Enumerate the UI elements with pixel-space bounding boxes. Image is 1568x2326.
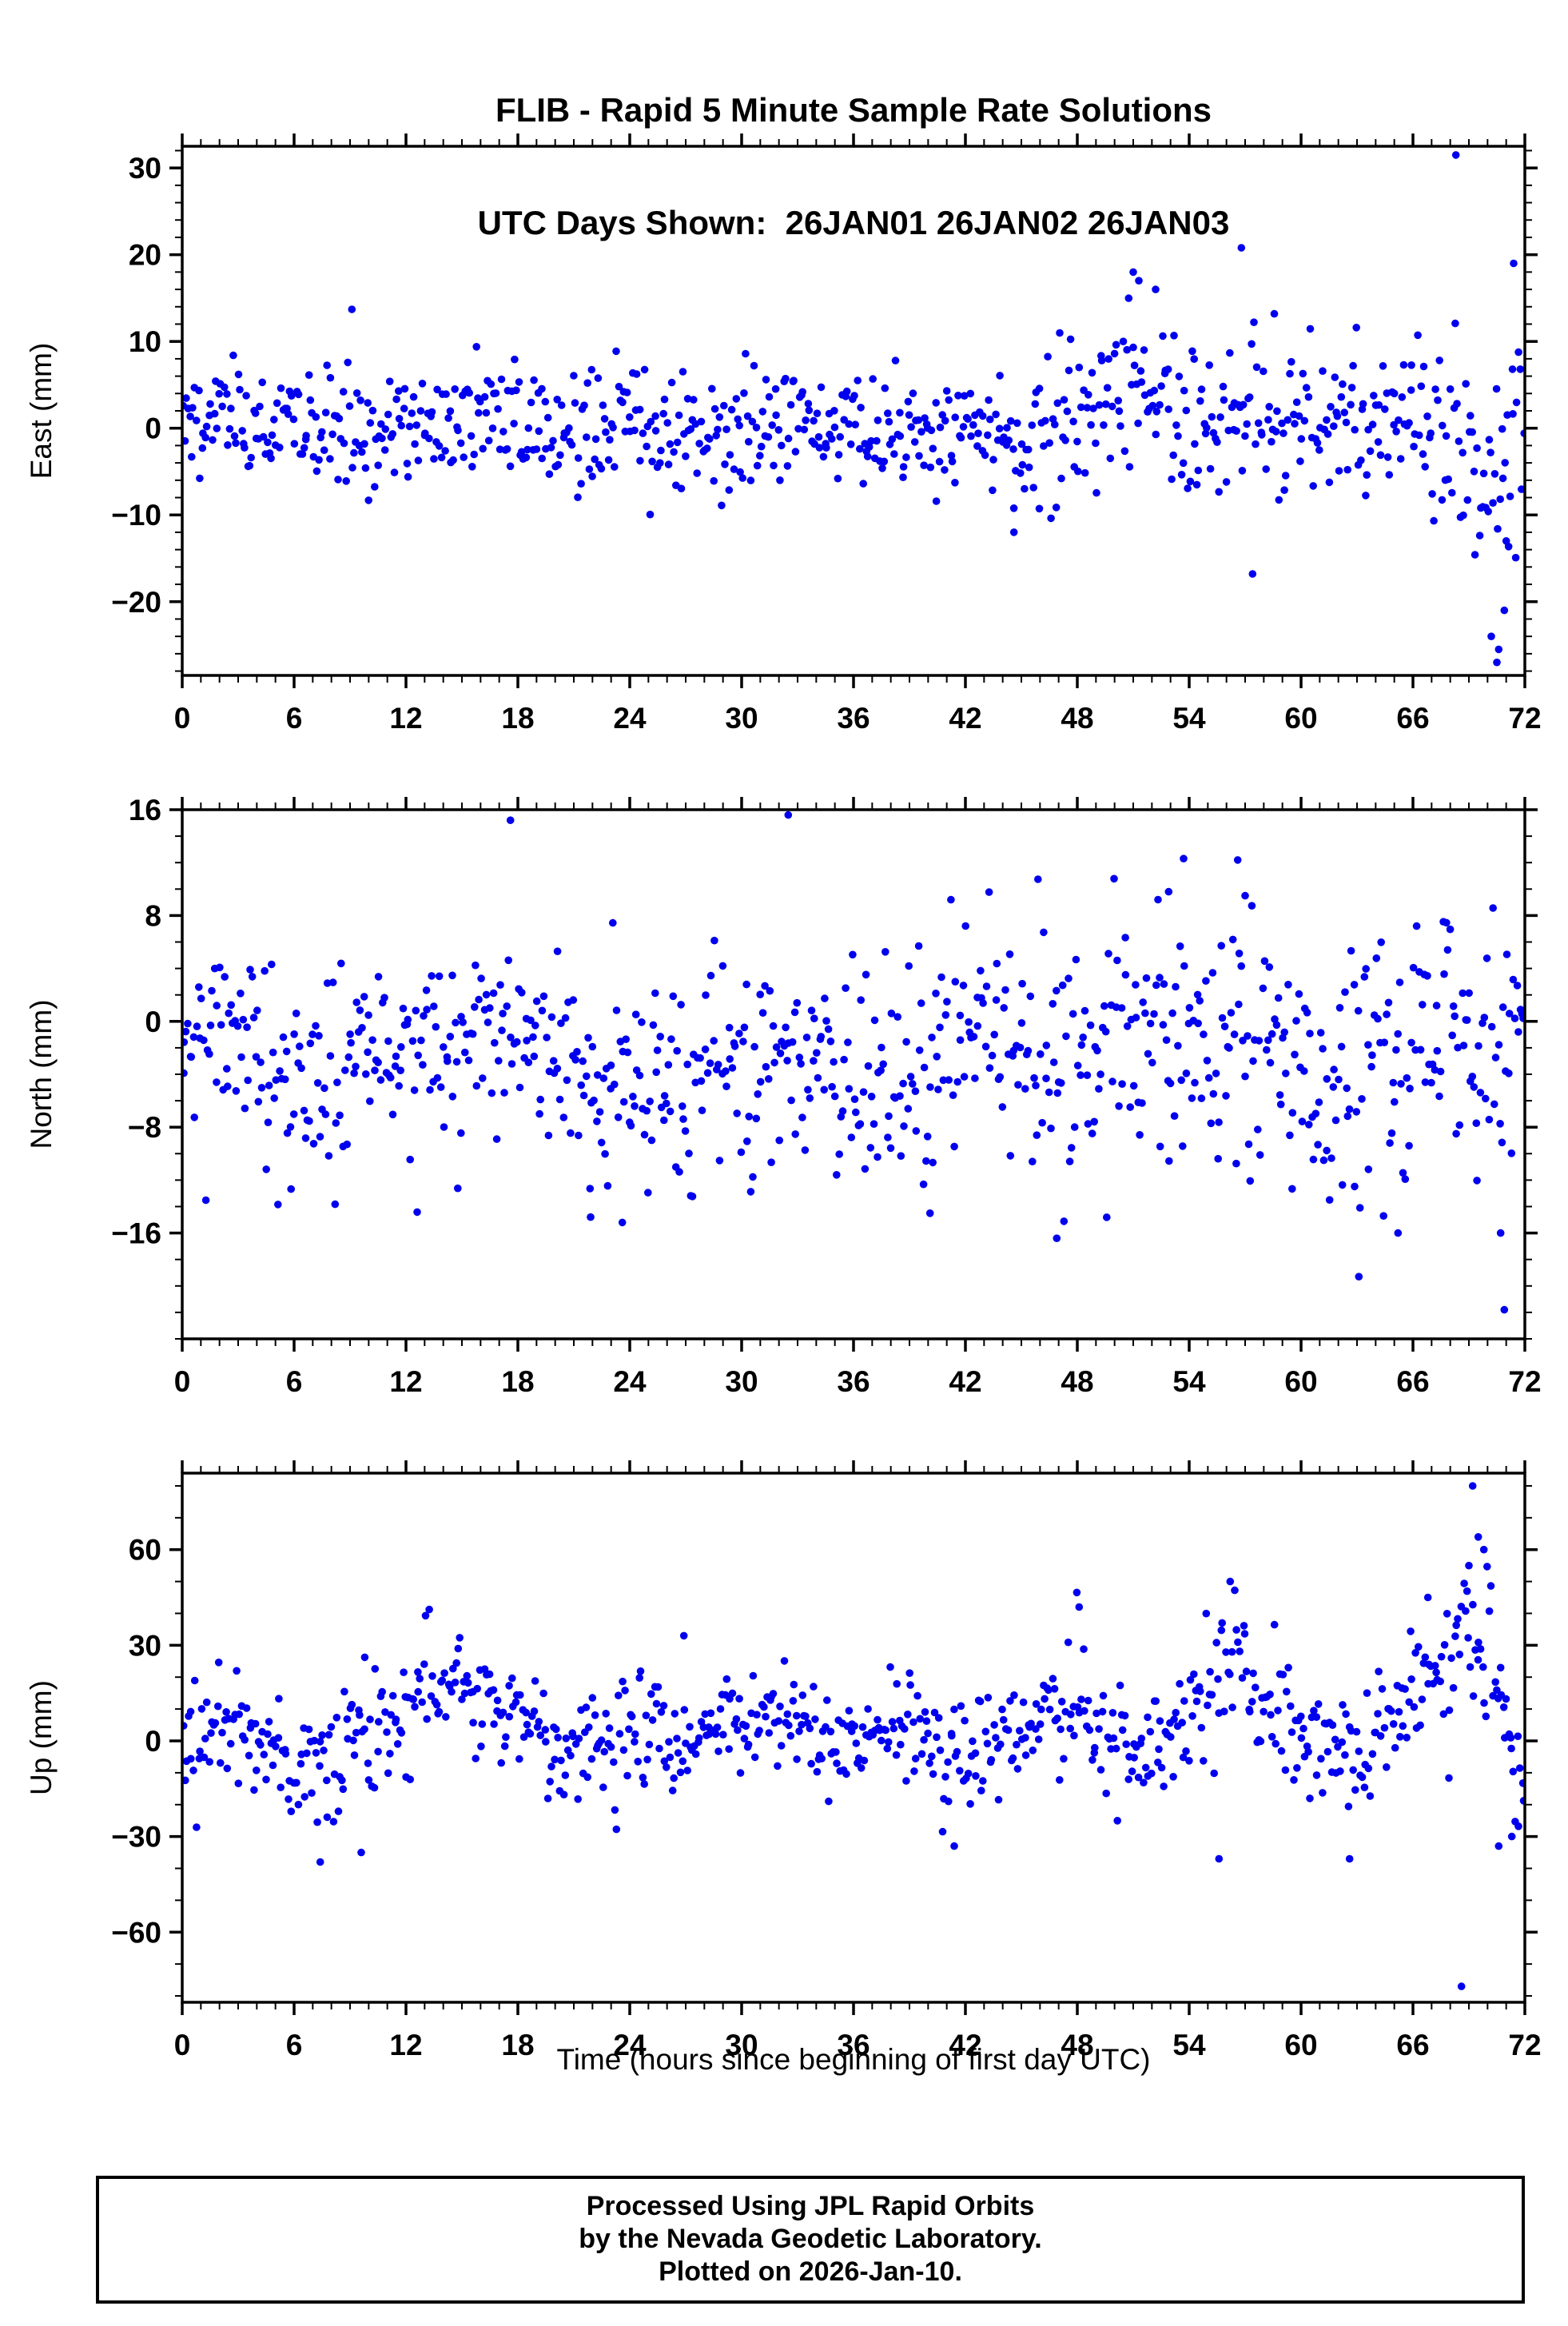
y-tick-label: 30 <box>129 1629 161 1662</box>
y-axis-label-north: North (mm) <box>25 999 58 1149</box>
footer-line-3: Plotted on 2026-Jan-10. <box>659 2256 962 2287</box>
y-tick-label: 60 <box>129 1534 161 1567</box>
x-tick-label: 54 <box>1172 702 1206 735</box>
x-tick-label: 6 <box>286 2029 303 2061</box>
data-points <box>182 1482 1525 1990</box>
x-tick-label: 12 <box>389 702 422 735</box>
y-tick-label: 0 <box>145 1725 161 1758</box>
x-tick-label: 18 <box>501 2029 534 2061</box>
y-tick-label: 10 <box>129 325 161 358</box>
y-tick-label: −10 <box>111 499 161 532</box>
y-tick-label: 16 <box>129 794 161 826</box>
y-tick-label: 8 <box>145 899 161 932</box>
plot-frame <box>181 145 1526 677</box>
y-tick-label: 30 <box>129 152 161 185</box>
x-tick-label: 24 <box>613 2029 647 2061</box>
chart-title-line1: FLIB - Rapid 5 Minute Sample Rate Soluti… <box>495 91 1212 129</box>
x-tick-label: 12 <box>389 1365 422 1398</box>
data-points <box>182 151 1525 667</box>
y-tick-label: 0 <box>145 1006 161 1038</box>
footer-box: Processed Using JPL Rapid Orbits by the … <box>96 2176 1525 2304</box>
x-tick-label: 12 <box>389 2029 422 2061</box>
x-tick-label: 24 <box>613 1365 647 1398</box>
scatter-plot-east: 0 6 12 18 24 30 36 42 48 54 60 66 72 −20 −10 0 10 20 30 Eas… <box>25 133 1542 735</box>
x-tick-label: 48 <box>1061 2029 1093 2061</box>
plot-frame <box>181 1472 1526 2004</box>
x-tick-label: 0 <box>174 2029 191 2061</box>
x-tick-label: 6 <box>286 1365 303 1398</box>
x-tick-label: 30 <box>725 702 758 735</box>
x-tick-label: 6 <box>286 702 303 735</box>
panel-up: 0 6 12 18 24 30 36 42 48 54 60 66 72 −60 −30 0 30 60 Up (m… <box>0 1457 1568 2077</box>
x-tick-label: 72 <box>1508 702 1541 735</box>
scatter-plot-north: 0 6 12 18 24 30 36 42 48 54 60 66 72 −16 −8 0 8 16 North (… <box>25 794 1542 1398</box>
x-tick-label: 18 <box>501 1365 534 1398</box>
panel-east: 0 6 12 18 24 30 36 42 48 54 60 66 72 −20 −10 0 10 20 30 Eas… <box>0 130 1568 750</box>
y-tick-label: 20 <box>129 239 161 272</box>
chart-title-line2: UTC Days Shown: 26JAN01 26JAN02 26JAN03 <box>477 204 1230 242</box>
x-tick-label: 66 <box>1396 702 1429 735</box>
y-axis-label-east: East (mm) <box>25 343 58 480</box>
x-tick-label: 24 <box>613 702 647 735</box>
x-tick-label: 72 <box>1508 2029 1541 2061</box>
x-tick-label: 0 <box>174 702 191 735</box>
x-tick-label: 0 <box>174 1365 191 1398</box>
x-tick-label: 18 <box>501 702 534 735</box>
x-tick-label: 30 <box>725 2029 758 2061</box>
x-tick-label: 72 <box>1508 1365 1541 1398</box>
x-tick-label: 36 <box>837 702 870 735</box>
y-tick-label: −30 <box>111 1821 161 1854</box>
x-tick-label: 42 <box>949 702 981 735</box>
x-tick-label: 66 <box>1396 1365 1429 1398</box>
x-axis-label: Time (hours since beginning of first day… <box>556 2043 1151 2076</box>
chart-title: FLIB - Rapid 5 Minute Sample Rate Soluti… <box>182 16 1525 317</box>
y-axis-label-up: Up (mm) <box>25 1680 58 1795</box>
x-tick-label: 30 <box>725 1365 758 1398</box>
x-tick-label: 36 <box>837 2029 870 2061</box>
x-tick-label: 60 <box>1284 702 1317 735</box>
x-tick-label: 42 <box>949 2029 981 2061</box>
x-tick-label: 66 <box>1396 2029 1429 2061</box>
x-tick-label: 42 <box>949 1365 981 1398</box>
scatter-plot-up: 0 6 12 18 24 30 36 42 48 54 60 66 72 −60 −30 0 30 60 Up (m… <box>25 1460 1542 2061</box>
y-tick-label: 0 <box>145 412 161 445</box>
y-tick-label: −20 <box>111 586 161 619</box>
x-tick-label: 36 <box>837 1365 870 1398</box>
data-points <box>182 811 1525 1314</box>
x-tick-label: 54 <box>1172 1365 1206 1398</box>
x-tick-label: 60 <box>1284 2029 1317 2061</box>
panel-north: 0 6 12 18 24 30 36 42 48 54 60 66 72 −16 −8 0 8 16 North (… <box>0 794 1568 1413</box>
y-tick-label: −16 <box>111 1217 161 1250</box>
x-tick-label: 60 <box>1284 1365 1317 1398</box>
footer-line-1: Processed Using JPL Rapid Orbits <box>586 2191 1035 2221</box>
y-tick-label: −60 <box>111 1916 161 1949</box>
x-tick-label: 48 <box>1061 1365 1093 1398</box>
x-tick-label: 54 <box>1172 2029 1206 2061</box>
y-tick-label: −8 <box>128 1111 161 1144</box>
x-tick-label: 48 <box>1061 702 1093 735</box>
footer-line-2: by the Nevada Geodetic Laboratory. <box>579 2223 1042 2254</box>
